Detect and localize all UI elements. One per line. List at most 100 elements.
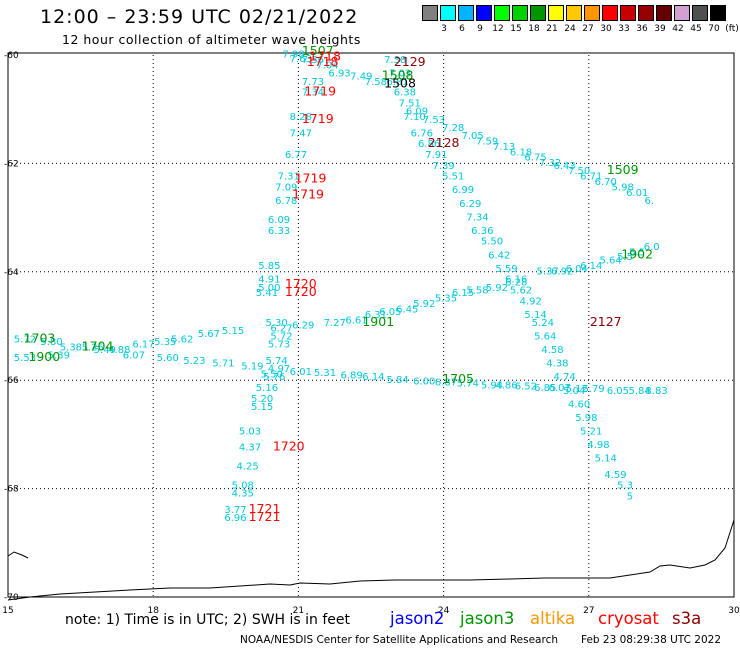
wave-height-label: 4.35 — [232, 489, 254, 500]
wave-height-label: 5.92 — [486, 283, 508, 294]
wave-height-label: 7.59 — [476, 136, 498, 147]
wave-height-label: 7.34 — [466, 212, 488, 223]
legend-label: 15 — [510, 24, 522, 34]
wave-height-label: 6.99 — [452, 185, 474, 196]
wave-height-label: 7.50 — [568, 166, 590, 177]
wave-height-label: 5.67 — [198, 329, 220, 340]
wave-height-label: 7.51 — [399, 98, 421, 109]
legend-label: 9 — [477, 24, 483, 34]
wave-height-label: 6.45 — [396, 304, 418, 315]
wave-height-label: 5.80 — [40, 337, 62, 348]
coastline-west — [7, 551, 29, 559]
wave-height-label: 7.39 — [432, 161, 454, 172]
latitude-label: -62 — [4, 159, 19, 169]
wave-height-label: 6.85 — [534, 383, 556, 394]
wave-height-labels: 7.987.637.567.046.93 7.497.587.737.348.28… — [14, 50, 668, 524]
legend-label: 3 — [441, 24, 447, 34]
legend-label: 12 — [492, 24, 504, 34]
wave-height-label: 5.98 — [575, 413, 597, 424]
wave-height-label: 4.98 — [587, 440, 609, 451]
wave-height-label: 7.49 — [350, 71, 372, 82]
wave-height-label: 5.15 — [222, 326, 244, 337]
pass-time-label: 1721 — [249, 509, 281, 524]
wave-height-label: 5.53 — [14, 353, 36, 364]
latitude-label: -70 — [4, 593, 19, 603]
wave-height-label: 5.31 — [314, 368, 336, 379]
legend-label: 24 — [564, 24, 576, 34]
legend-label: 21 — [546, 24, 558, 34]
legend-unit: (ft) — [725, 24, 739, 34]
wave-height-label: 6.00 — [413, 377, 435, 388]
wave-height-label: 5.21 — [580, 426, 602, 437]
wave-height-label: 7.04 — [316, 61, 338, 72]
wave-height-label: 3.77 — [224, 505, 246, 516]
wave-height-label: 5.51 — [442, 172, 464, 183]
longitude-label: 24 — [438, 606, 450, 616]
wave-height-label: 4.91 — [258, 275, 280, 286]
wave-height-label: 6.18 — [510, 147, 532, 158]
wave-height-label: 5.60 — [157, 353, 179, 364]
wave-height-label: 5.25 — [82, 342, 104, 353]
wave-height-label: 5.35 — [154, 337, 176, 348]
wave-height-label: 5.84 — [386, 375, 408, 386]
legend-swatch — [512, 5, 528, 21]
latitude-labels: -60 -62 -64 -66 -68 -70 — [4, 51, 19, 603]
legend-label: 39 — [654, 24, 666, 34]
wave-height-label: 5 — [627, 491, 633, 502]
longitude-label: 21 — [293, 606, 304, 616]
credit-text: NOAA/NESDIS Center for Satellite Applica… — [240, 634, 558, 646]
wave-height-label: 5.20 — [251, 394, 273, 405]
wave-height-label: 4.97 — [268, 364, 290, 375]
wave-height-label: 6.81 — [386, 77, 408, 88]
legend-swatch — [548, 5, 564, 21]
wave-height-label: 7.63 — [290, 54, 312, 65]
legend-label: 33 — [618, 24, 630, 34]
legend-label: 30 — [600, 24, 612, 34]
satellite-jason3: jason3 — [460, 609, 515, 628]
legend-swatch — [458, 5, 474, 21]
wave-height-label: 5.38 — [60, 342, 82, 353]
legend-swatch — [710, 5, 726, 21]
pass-time-label: 1718 — [307, 54, 339, 69]
wave-height-label: 7.28 — [442, 123, 464, 134]
pass-time-label: 1720 — [285, 284, 317, 299]
wave-height-label: 4.38 — [546, 359, 568, 370]
legend-label: 27 — [582, 24, 594, 34]
wave-height-label: 7.53 — [423, 115, 445, 126]
wave-height-label: 7.47 — [290, 128, 312, 139]
pass-time-label: 1719 — [292, 187, 324, 202]
legend-swatch — [494, 5, 510, 21]
pass-time-label: 1705 — [442, 371, 474, 386]
wave-height-label: 5.62 — [510, 285, 532, 296]
wave-height-label: 6.15 — [452, 288, 474, 299]
wave-height-label: 7.27 — [324, 318, 346, 329]
pass-time-label: 1721 — [249, 501, 281, 516]
wave-height-label: 5.14 — [595, 454, 617, 465]
wave-height-label: 8.28 — [290, 112, 312, 123]
wave-height-label: 5.5 — [629, 248, 645, 259]
wave-height-label: 5.49 — [94, 345, 116, 356]
longitude-labels: 15 18 21 24 27 30 — [2, 606, 740, 616]
wave-height-label: 6.07 — [123, 351, 145, 362]
wave-height-label: 5.79 — [583, 384, 605, 395]
pass-time-label: 2127 — [590, 314, 622, 329]
wave-height-label: 5.23 — [183, 356, 205, 367]
wave-height-label: 6.27 — [270, 323, 292, 334]
pass-time-label: 1720 — [273, 439, 305, 454]
wave-height-label: 7.13 — [493, 142, 515, 153]
wave-height-label: 5.37 — [537, 267, 559, 278]
wave-height-label: 5.04 — [563, 386, 585, 397]
wave-height-label: 6.33 — [268, 226, 290, 237]
wave-height-label: 7.31 — [278, 172, 300, 183]
wave-height-label: 6.01 — [290, 367, 312, 378]
legend-swatch — [566, 5, 582, 21]
legend-label: 45 — [690, 24, 702, 34]
wave-height-label: 5.03 — [239, 426, 261, 437]
wave-height-label: 4.37 — [239, 443, 261, 454]
wave-height-label: 6.29 — [459, 199, 481, 210]
wave-height-label: 6.31 — [365, 310, 387, 321]
wave-height-label: 5.76 — [263, 372, 285, 383]
wave-height-label: 4.92 — [520, 296, 542, 307]
legend-swatch — [530, 5, 546, 21]
